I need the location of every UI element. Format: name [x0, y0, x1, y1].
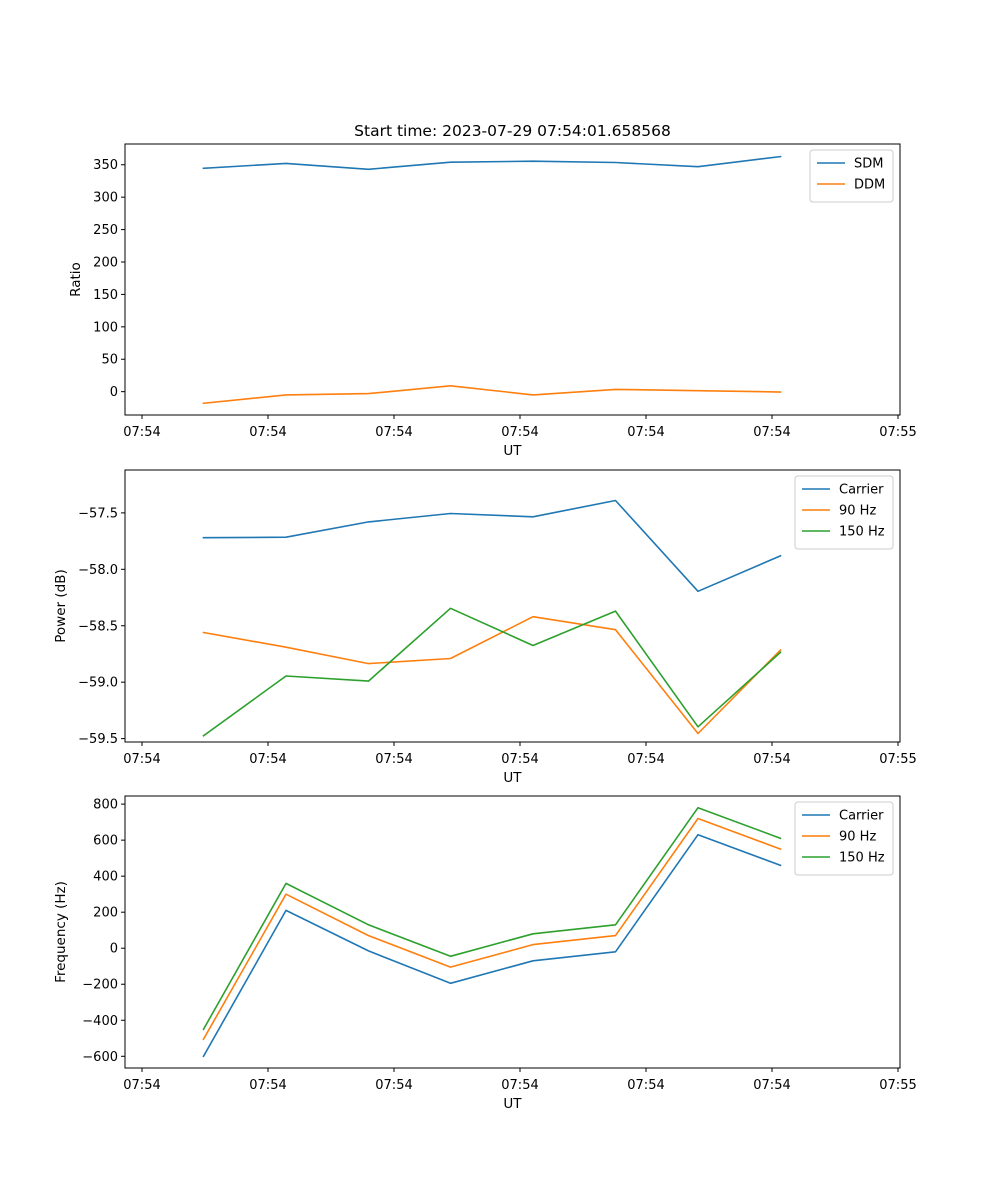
- frequency-series-group: [202, 806, 782, 1058]
- ratio-y-tick-label: 250: [93, 223, 118, 238]
- frequency-x-tick-label: 07:54: [249, 1078, 286, 1093]
- frequency-legend-label-carrier: Carrier: [839, 809, 884, 824]
- ratio-x-tick-label: 07:54: [249, 425, 286, 440]
- figure-title: Start time: 2023-07-29 07:54:01.658568: [354, 122, 671, 140]
- frequency-y-tick-label: 200: [93, 906, 118, 921]
- frequency-y-tick-label: 600: [93, 834, 118, 849]
- frequency-y-tick-label: 0: [110, 942, 118, 957]
- power-y-axis-label: Power (dB): [53, 569, 69, 642]
- frequency-y-tick-label: −600: [82, 1050, 118, 1065]
- power-series-group: [202, 499, 782, 737]
- frequency-panel: 800 600 400 200 0 −200 −400 −600 07:54 07:54 07:54…: [53, 795, 917, 1112]
- power-legend-label-150-hz: 150 Hz: [839, 525, 885, 540]
- frequency-series-line-90-hz: [202, 817, 782, 1041]
- frequency-y-tick-label: −400: [82, 1014, 118, 1029]
- ratio-y-tick-label: 300: [93, 191, 118, 206]
- frequency-x-tick-label: 07:54: [753, 1078, 790, 1093]
- ratio-legend-label-sdm: SDM: [854, 157, 883, 172]
- ratio-y-tick-label: 100: [93, 320, 118, 335]
- ratio-y-tick-label: 200: [93, 255, 118, 270]
- ratio-legend: SDM DDM: [809, 149, 894, 203]
- ratio-x-tick-label: 07:54: [375, 425, 412, 440]
- ratio-x-tick-label: 07:54: [627, 425, 664, 440]
- ratio-y-tick-label: 50: [101, 353, 118, 368]
- power-legend-label-90-hz: 90 Hz: [839, 504, 876, 519]
- power-y-tick-label: −58.0: [78, 563, 118, 578]
- ratio-legend-label-ddm: DDM: [854, 178, 885, 193]
- power-x-tick-label: 07:54: [627, 752, 664, 767]
- power-x-tick-label: 07:54: [249, 752, 286, 767]
- frequency-x-tick-label-end: 07:55: [879, 1078, 916, 1093]
- frequency-y-tick-label: 400: [93, 870, 118, 885]
- power-x-tick-label: 07:54: [753, 752, 790, 767]
- frequency-legend-label-150-hz: 150 Hz: [839, 851, 885, 866]
- power-y-tick-label: −58.5: [78, 619, 118, 634]
- frequency-x-tick-label: 07:54: [123, 1078, 160, 1093]
- frequency-x-tick-label: 07:54: [375, 1078, 412, 1093]
- ratio-y-tick-label: 150: [93, 288, 118, 303]
- ratio-y-tick-label: 350: [93, 158, 118, 173]
- frequency-legend: Carrier 90 Hz 150 Hz: [794, 801, 894, 876]
- frequency-x-tick-label: 07:54: [627, 1078, 664, 1093]
- frequency-x-tick-label: 07:54: [501, 1078, 538, 1093]
- ratio-x-tick-label-end: 07:55: [879, 425, 916, 440]
- power-x-tick-label: 07:54: [123, 752, 160, 767]
- ratio-series-line-sdm: [202, 155, 782, 171]
- power-panel: −57.5 −58.0 −58.5 −59.0 −59.5 07:54 07:54 07:54…: [53, 469, 917, 786]
- ratio-x-axis-label: UT: [503, 443, 522, 459]
- power-legend-label-carrier: Carrier: [839, 483, 884, 498]
- power-y-tick-label: −59.5: [78, 732, 118, 747]
- frequency-legend-label-90-hz: 90 Hz: [839, 830, 876, 845]
- power-series-line-90-hz: [202, 615, 782, 735]
- power-axes-frame: [124, 469, 901, 743]
- ratio-x-tick-label: 07:54: [753, 425, 790, 440]
- frequency-y-axis-label: Frequency (Hz): [53, 881, 69, 983]
- ratio-x-tick-label: 07:54: [501, 425, 538, 440]
- power-series-line-carrier: [202, 499, 782, 593]
- frequency-axes-frame: [124, 795, 901, 1069]
- power-legend: Carrier 90 Hz 150 Hz: [794, 475, 894, 550]
- ratio-y-axis-label: Ratio: [68, 262, 84, 297]
- power-y-tick-label: −59.0: [78, 676, 118, 691]
- frequency-series-line-150-hz: [202, 806, 782, 1031]
- ratio-series-line-ddm: [202, 384, 782, 405]
- frequency-series-line-carrier: [202, 833, 782, 1058]
- power-series-line-150-hz: [202, 607, 782, 737]
- power-x-tick-label-end: 07:55: [879, 752, 916, 767]
- ratio-panel: 0 50 100 150 200 250 300 350 07:54 07:54 07:54 07:5…: [68, 143, 917, 459]
- power-x-tick-label: 07:54: [501, 752, 538, 767]
- frequency-y-tick-label: 800: [93, 798, 118, 813]
- frequency-y-tick-label: −200: [82, 978, 118, 993]
- ratio-series-group: [202, 155, 782, 405]
- power-x-tick-label: 07:54: [375, 752, 412, 767]
- frequency-x-axis-label: UT: [503, 1096, 522, 1112]
- ratio-y-tick-label: 0: [110, 385, 118, 400]
- power-y-tick-label: −57.5: [78, 506, 118, 521]
- ratio-x-tick-label: 07:54: [123, 425, 160, 440]
- ratio-axes-frame: [124, 143, 901, 416]
- power-x-axis-label: UT: [503, 770, 522, 786]
